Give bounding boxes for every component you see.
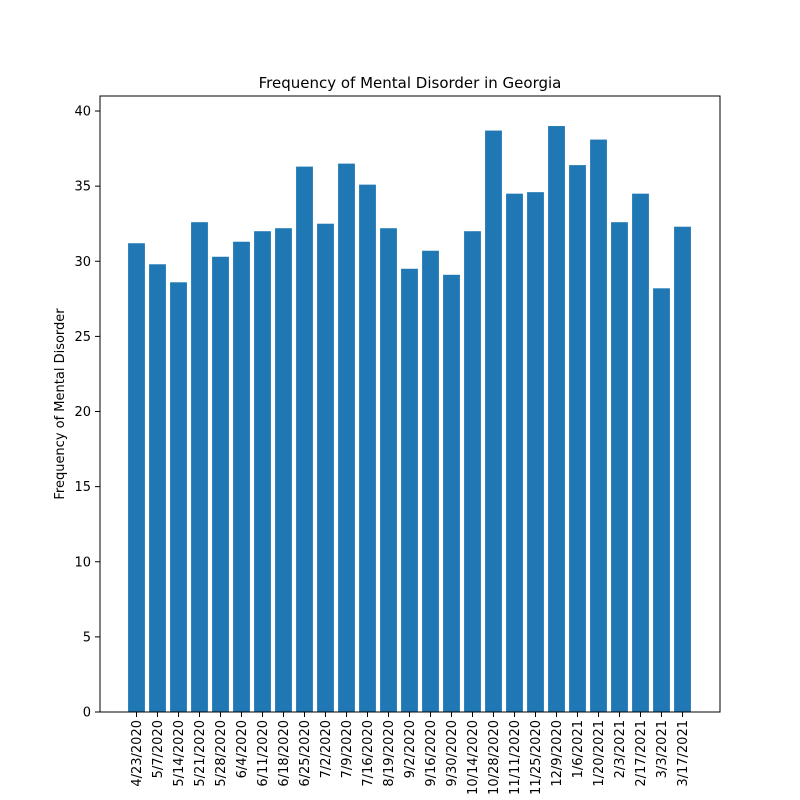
x-tick-label: 10/14/2020 <box>466 720 481 795</box>
bar-11-25-2020 <box>527 192 544 712</box>
y-tick-label: 20 <box>74 405 91 420</box>
x-tick-label: 5/14/2020 <box>172 720 187 787</box>
bar-6-25-2020 <box>296 166 313 713</box>
y-tick-label: 40 <box>74 105 91 120</box>
x-tick-label: 5/21/2020 <box>193 720 208 787</box>
bars-group <box>128 126 691 713</box>
bar-3-17-2021 <box>674 226 691 712</box>
bar-10-28-2020 <box>485 130 502 712</box>
y-tick-label: 25 <box>74 330 91 345</box>
bar-9-30-2020 <box>443 274 460 712</box>
bar-6-18-2020 <box>275 228 292 712</box>
y-tick-label: 15 <box>74 480 91 495</box>
bar-5-7-2020 <box>149 264 166 712</box>
bar-4-23-2020 <box>128 243 145 713</box>
x-tick-label: 7/16/2020 <box>361 720 376 787</box>
bar-7-9-2020 <box>338 163 355 713</box>
x-tick-label: 6/25/2020 <box>298 720 313 787</box>
x-tick-label: 5/7/2020 <box>151 720 166 778</box>
x-axis: 4/23/2020 5/7/2020 5/14/2020 5/21/2020 5/28/… <box>130 712 691 795</box>
y-tick-label: 0 <box>83 706 91 721</box>
bar-3-3-2021 <box>653 288 670 712</box>
y-axis-label: Frequency of Mental Disorder <box>53 308 68 500</box>
bar-6-4-2020 <box>233 241 250 713</box>
x-tick-label: 9/30/2020 <box>445 720 460 787</box>
y-axis: 0 5 10 15 20 25 30 35 40 <box>74 105 100 721</box>
x-tick-label: 11/11/2020 <box>508 720 523 795</box>
bar-9-16-2020 <box>422 250 439 712</box>
bar-5-28-2020 <box>212 256 229 712</box>
bar-6-11-2020 <box>254 231 271 712</box>
x-tick-label: 3/17/2021 <box>676 720 691 787</box>
x-tick-label: 6/18/2020 <box>277 720 292 787</box>
x-tick-label: 2/17/2021 <box>634 720 649 787</box>
bar-12-9-2020 <box>548 126 565 713</box>
x-tick-label: 7/9/2020 <box>340 720 355 778</box>
x-tick-label: 1/6/2021 <box>571 720 586 778</box>
x-tick-label: 6/11/2020 <box>256 720 271 787</box>
x-tick-label: 9/16/2020 <box>424 720 439 787</box>
x-tick-label: 1/20/2021 <box>592 720 607 787</box>
y-tick-label: 5 <box>83 630 91 645</box>
x-tick-label: 6/4/2020 <box>235 720 250 778</box>
x-tick-label: 5/28/2020 <box>214 720 229 787</box>
bar-9-2-2020 <box>401 268 418 712</box>
x-tick-label: 7/2/2020 <box>319 720 334 778</box>
y-tick-label: 10 <box>74 555 91 570</box>
x-tick-label: 12/9/2020 <box>550 720 565 787</box>
x-tick-label: 3/3/2021 <box>655 720 670 778</box>
bar-5-14-2020 <box>170 282 187 712</box>
x-tick-label: 8/19/2020 <box>382 720 397 787</box>
y-tick-label: 35 <box>74 180 91 195</box>
bar-7-2-2020 <box>317 223 334 712</box>
x-tick-label: 10/28/2020 <box>487 720 502 795</box>
x-tick-label: 4/23/2020 <box>130 720 145 787</box>
bar-11-11-2020 <box>506 193 523 712</box>
plot-frame <box>99 95 721 713</box>
y-tick-label: 30 <box>74 255 91 270</box>
x-tick-label: 9/2/2020 <box>403 720 418 778</box>
x-tick-label: 2/3/2021 <box>613 720 628 778</box>
bar-1-20-2021 <box>590 139 607 712</box>
bar-5-21-2020 <box>191 222 208 712</box>
bar-1-6-2021 <box>569 165 586 713</box>
bar-8-19-2020 <box>380 228 397 712</box>
bar-10-14-2020 <box>464 231 481 712</box>
chart-title: Frequency of Mental Disorder in Georgia <box>259 74 562 92</box>
bar-2-17-2021 <box>632 193 649 712</box>
bar-2-3-2021 <box>611 222 628 712</box>
x-tick-label: 11/25/2020 <box>529 720 544 795</box>
bar-7-16-2020 <box>359 184 376 712</box>
